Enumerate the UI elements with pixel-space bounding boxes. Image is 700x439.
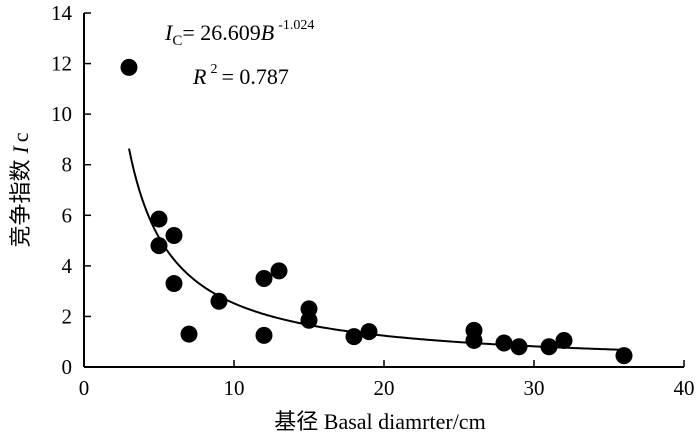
- y-tick-label: 8: [62, 153, 73, 177]
- y-tick-label: 14: [51, 1, 73, 25]
- r2-value: = 0.787: [221, 64, 288, 89]
- y-axis-title-var: I: [8, 145, 33, 155]
- x-tick-label: 30: [524, 376, 545, 400]
- eq-rhs-var: B: [261, 20, 274, 45]
- data-point: [510, 338, 528, 356]
- x-tick-label: 0: [79, 376, 90, 400]
- data-point: [270, 262, 288, 280]
- data-point: [465, 331, 483, 349]
- r2-var: R: [192, 64, 207, 89]
- x-tick-label: 10: [224, 376, 245, 400]
- y-tick-label: 6: [62, 203, 73, 227]
- eq-lhs-var: I: [164, 20, 174, 45]
- data-point: [345, 328, 363, 346]
- data-point: [165, 227, 183, 245]
- r2-exp: 2: [210, 62, 217, 77]
- data-point: [150, 237, 168, 255]
- eq-lhs-sub: C: [172, 33, 182, 49]
- data-point: [120, 58, 138, 76]
- svg-text:竞争指数Ic: 竞争指数 Ic: [8, 132, 33, 247]
- data-point: [210, 292, 228, 310]
- data-point: [255, 326, 273, 344]
- points-layer: [120, 58, 633, 365]
- axes: [83, 13, 684, 368]
- fit-curve-layer: [128, 148, 625, 351]
- y-tick-label: 2: [62, 304, 73, 328]
- data-point: [255, 270, 273, 287]
- y-tick-label: 0: [62, 355, 73, 379]
- x-tick-label: 40: [674, 376, 695, 400]
- ticks: 0 10 20 30 40 0 2 4 6 8 10 12 14: [51, 1, 695, 400]
- data-point: [360, 323, 378, 341]
- equation-fit: IC= 26.609B -1.024: [164, 18, 314, 49]
- data-point: [615, 347, 633, 365]
- data-point: [495, 334, 513, 352]
- y-tick-label: 4: [62, 254, 73, 278]
- y-axis-title-sub: c: [8, 132, 33, 142]
- equation-r2: R 2 = 0.787: [192, 62, 289, 89]
- fit-curve: [128, 148, 625, 351]
- data-point: [180, 325, 198, 343]
- data-point: [540, 338, 558, 356]
- y-axis-title-cn: 竞争指数: [8, 160, 33, 248]
- eq-rhs-text: = 26.609: [182, 20, 260, 45]
- data-point: [165, 275, 183, 293]
- y-tick-label: 10: [51, 102, 72, 126]
- y-axis-title: 竞争指数 Ic: [8, 132, 33, 247]
- data-point: [555, 331, 573, 349]
- x-axis-title: 基径 Basal diamrter/cm: [274, 409, 485, 434]
- y-tick-label: 12: [51, 52, 72, 76]
- eq-exponent: -1.024: [278, 18, 314, 33]
- data-point: [300, 311, 318, 329]
- x-tick-label: 20: [374, 376, 395, 400]
- data-point: [150, 210, 168, 228]
